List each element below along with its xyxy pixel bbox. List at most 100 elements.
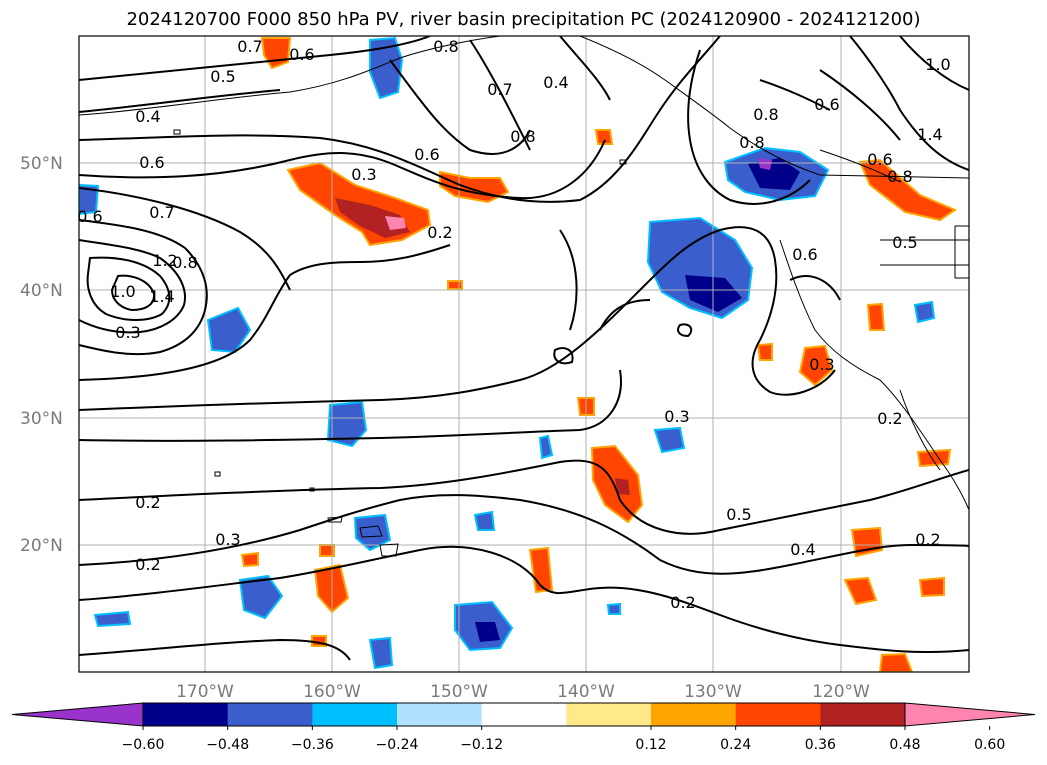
contour-label: 0.4 (135, 107, 160, 126)
contour-label: 0.3 (115, 323, 140, 342)
colorbar-extend-max (904, 702, 1036, 727)
contour-label: 1.4 (149, 287, 174, 306)
contour-label: 1.4 (917, 125, 942, 144)
lat-label-30n: 30°N (20, 409, 63, 429)
pos-region (916, 448, 952, 468)
neg-region (368, 636, 394, 670)
contour-label: 0.2 (877, 409, 902, 428)
pos-region (798, 344, 834, 387)
gridlines (79, 36, 969, 672)
colorbar-segment (397, 703, 483, 726)
lon-label-160w: 160°W (303, 682, 361, 702)
colorbar-tick-label: −0.60 (122, 737, 165, 753)
contour-label: 0.6 (77, 207, 102, 226)
contour-label: 0.2 (427, 223, 452, 242)
lat-label-20n: 20°N (20, 536, 63, 556)
positive-precip-regions (240, 37, 958, 672)
colorbar-tick-label: 0.12 (635, 737, 666, 753)
colorbar-tick-label: −0.12 (460, 737, 503, 753)
pos-region (866, 302, 886, 331)
colorbar-tick-label: 0.60 (974, 737, 1005, 753)
colorbar-tick-label: −0.36 (291, 737, 334, 753)
colorbar-segment (143, 703, 229, 726)
lat-label-50n: 50°N (20, 154, 63, 174)
colorbar-segment (227, 703, 313, 726)
contour-label: 0.6 (289, 45, 314, 64)
map-frame (78, 35, 970, 673)
colorbar-extend-min (11, 702, 144, 727)
contour-label: 0.2 (670, 593, 695, 612)
colorbar-tick-label: 0.36 (805, 737, 836, 753)
contour-label: 1.2 (152, 251, 177, 270)
contour-label: 0.6 (814, 95, 839, 114)
pos-region-core (385, 216, 406, 230)
contour-label: 0.8 (753, 105, 778, 124)
colorbar-tick-label: 0.24 (720, 737, 751, 753)
colorbar-segment (481, 703, 567, 726)
contour-label: 0.2 (135, 493, 160, 512)
pos-region (858, 158, 958, 222)
contour-label: 0.6 (792, 245, 817, 264)
page-title: 2024120700 F000 850 hPa PV, river basin … (126, 9, 921, 30)
pos-region (843, 576, 878, 606)
colorbar-segment (566, 703, 652, 726)
contour-label: 1.0 (110, 282, 135, 301)
colorbar-segment (651, 703, 737, 726)
neg-region-core (758, 158, 772, 170)
coastlines (79, 36, 969, 511)
contour-label: 0.4 (543, 73, 568, 92)
negative-precip-regions (79, 36, 936, 670)
contour-label: 0.8 (510, 127, 535, 146)
colorbar-tick-label: 0.48 (889, 737, 920, 753)
contour-label: 0.3 (215, 530, 240, 549)
colorbar-segment (735, 703, 821, 726)
contour-label: 0.5 (892, 233, 917, 252)
lat-label-40n: 40°N (20, 281, 63, 301)
neg-region (473, 510, 496, 531)
contour-label: 0.8 (172, 253, 197, 272)
contour-label: 0.8 (887, 167, 912, 186)
longitude-labels: 170°W 160°W 150°W 140°W 130°W 120°W (176, 682, 870, 702)
neg-region (369, 36, 404, 100)
contour-label: 0.3 (351, 165, 376, 184)
pos-region (447, 280, 463, 290)
neg-region (79, 183, 100, 216)
pos-region (918, 576, 945, 598)
colorbar-tick-label: −0.48 (206, 737, 249, 753)
contour-label-layer: 0.7 0.6 0.5 0.8 0.4 0.7 0.8 0.4 0.6 0.6 0.3 0.2 0.6 0… (77, 37, 950, 612)
pv-contours (79, 36, 969, 661)
map-area (79, 36, 969, 672)
colorbar-tick-label: −0.24 (376, 737, 419, 753)
colorbar-segment (820, 703, 906, 726)
contour-label: 1.0 (925, 55, 950, 74)
neg-region (538, 434, 554, 460)
contour-label: 0.7 (149, 203, 174, 222)
neg-region (653, 426, 686, 454)
contour-label: 0.4 (790, 540, 815, 559)
lon-label-140w: 140°W (557, 682, 615, 702)
contour-label: 0.5 (726, 505, 751, 524)
colorbar-segment (312, 703, 398, 726)
contour-label: 0.6 (414, 145, 439, 164)
neg-region (238, 574, 284, 620)
lon-label-170w: 170°W (176, 682, 234, 702)
contour-label: 0.7 (237, 37, 262, 56)
contour-label: 0.7 (487, 80, 512, 99)
colorbar: −0.60 −0.48 −0.36 −0.24 −0.12 0.12 0.24 0.36 0.4… (11, 702, 1036, 753)
lon-label-120w: 120°W (812, 682, 870, 702)
neg-region-core (475, 622, 500, 642)
lon-label-150w: 150°W (430, 682, 488, 702)
contour-label: 0.5 (210, 67, 235, 86)
pos-region-core (615, 478, 630, 495)
pos-region (878, 652, 914, 672)
pos-region (756, 342, 773, 361)
contour-label: 0.2 (915, 530, 940, 549)
pos-region (240, 551, 259, 568)
contour-label: 0.3 (664, 407, 689, 426)
neg-region (606, 602, 621, 615)
contour-label: 0.6 (139, 153, 164, 172)
latitude-labels: 50°N 40°N 30°N 20°N (20, 154, 63, 556)
colorbar-frame (142, 702, 906, 727)
contour-label: 0.2 (135, 555, 160, 574)
